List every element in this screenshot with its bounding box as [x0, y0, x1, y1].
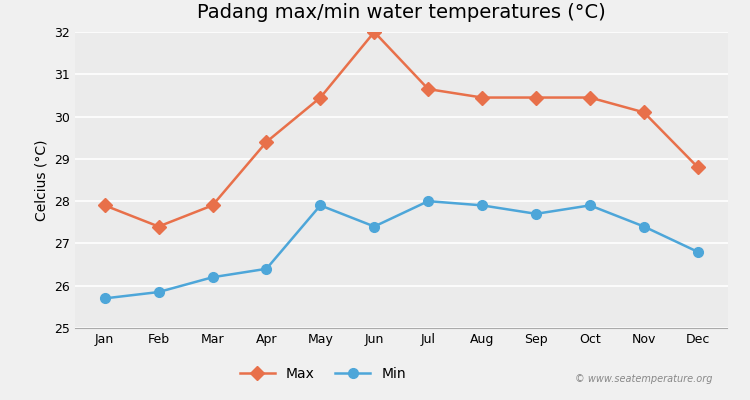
Max — [370, 30, 379, 34]
Y-axis label: Celcius (°C): Celcius (°C) — [34, 139, 49, 221]
Min — [154, 290, 163, 294]
Min — [316, 203, 325, 208]
Min — [640, 224, 649, 229]
Min — [424, 199, 433, 204]
Max — [208, 203, 217, 208]
Max — [424, 87, 433, 92]
Max — [693, 165, 702, 170]
Min — [693, 250, 702, 254]
Line: Min: Min — [100, 196, 703, 303]
Max — [100, 203, 109, 208]
Text: © www.seatemperature.org: © www.seatemperature.org — [575, 374, 712, 384]
Min — [100, 296, 109, 301]
Max — [316, 95, 325, 100]
Min — [208, 275, 217, 280]
Max — [586, 95, 595, 100]
Min — [262, 266, 271, 271]
Min — [532, 212, 541, 216]
Line: Max: Max — [100, 27, 703, 231]
Max — [532, 95, 541, 100]
Max — [154, 224, 163, 229]
Max — [478, 95, 487, 100]
Min — [370, 224, 379, 229]
Max — [640, 110, 649, 115]
Min — [586, 203, 595, 208]
Legend: Max, Min: Max, Min — [235, 361, 412, 386]
Title: Padang max/min water temperatures (°C): Padang max/min water temperatures (°C) — [196, 3, 606, 22]
Min — [478, 203, 487, 208]
Max — [262, 140, 271, 144]
